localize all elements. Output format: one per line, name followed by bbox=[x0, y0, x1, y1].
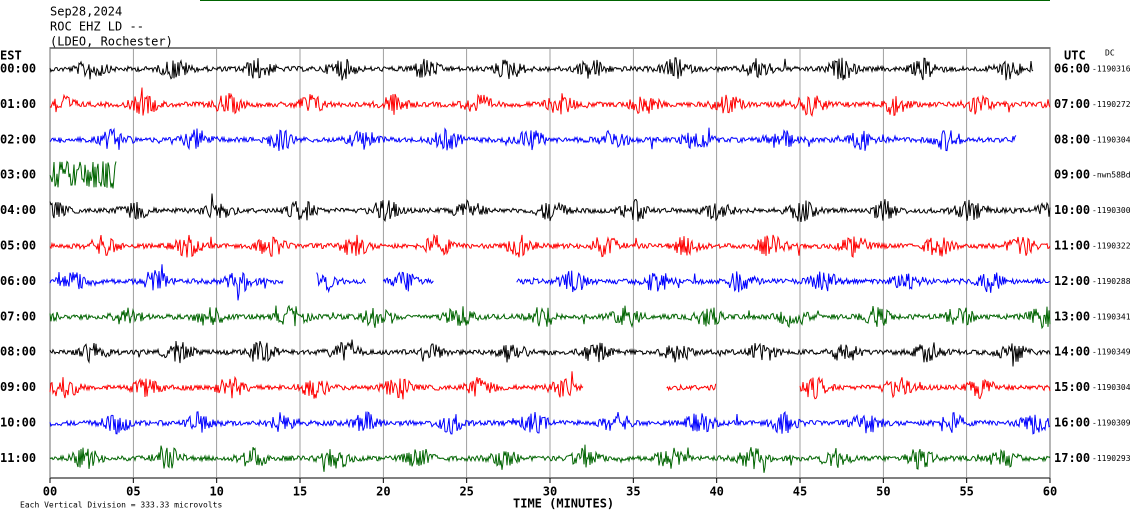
offset-label: -1190304 bbox=[1092, 135, 1130, 144]
right-axis-label: UTC bbox=[1064, 49, 1086, 63]
corner-label: DC bbox=[1105, 49, 1115, 58]
offset-label: -1190309 bbox=[1092, 419, 1130, 428]
trace bbox=[382, 271, 434, 292]
station: ROC EHZ LD -- bbox=[50, 20, 144, 34]
offset-label: -1190316 bbox=[1092, 65, 1130, 74]
est-label: 00:00 bbox=[0, 62, 36, 76]
trace bbox=[516, 270, 1050, 293]
location: (LDEO, Rochester) bbox=[50, 35, 173, 49]
utc-label: 13:00 bbox=[1054, 309, 1090, 323]
offset-label: -1190272 bbox=[1092, 100, 1130, 109]
utc-label: 12:00 bbox=[1054, 274, 1090, 288]
x-tick-label: 40 bbox=[709, 485, 723, 499]
trace bbox=[49, 57, 1034, 81]
x-tick-label: 60 bbox=[1043, 485, 1057, 499]
utc-label: 09:00 bbox=[1054, 168, 1090, 182]
x-tick-label: 20 bbox=[376, 485, 390, 499]
trace bbox=[666, 383, 717, 392]
x-tick-label: 45 bbox=[793, 485, 807, 499]
est-label: 09:00 bbox=[0, 380, 36, 394]
x-axis-label: TIME (MINUTES) bbox=[513, 497, 614, 511]
trace bbox=[49, 371, 584, 400]
est-label: 01:00 bbox=[0, 97, 36, 111]
est-label: 11:00 bbox=[0, 451, 36, 465]
x-tick-label: 15 bbox=[293, 485, 307, 499]
x-tick-label: 10 bbox=[209, 485, 223, 499]
x-tick-label: 05 bbox=[126, 485, 140, 499]
trace bbox=[799, 376, 1051, 400]
est-label: 07:00 bbox=[0, 309, 36, 323]
trace bbox=[316, 272, 367, 294]
offset-label: -1190293 bbox=[1092, 454, 1130, 463]
x-tick-label: 50 bbox=[876, 485, 890, 499]
utc-label: 15:00 bbox=[1054, 380, 1090, 394]
trace bbox=[49, 87, 1051, 117]
chart-title: Sep28,2024 bbox=[50, 5, 122, 19]
trace bbox=[49, 304, 1051, 330]
left-axis-label: EST bbox=[0, 49, 22, 63]
offset-label: -nwn58Bd bbox=[1092, 171, 1130, 180]
trace bbox=[49, 233, 1051, 258]
est-label: 10:00 bbox=[0, 416, 36, 430]
trace bbox=[49, 264, 284, 301]
trace bbox=[49, 193, 1051, 222]
offset-label: -1190322 bbox=[1092, 242, 1130, 251]
utc-label: 14:00 bbox=[1054, 345, 1090, 359]
est-label: 03:00 bbox=[0, 168, 36, 182]
offset-label: -1190349 bbox=[1092, 348, 1130, 357]
utc-label: 07:00 bbox=[1054, 97, 1090, 111]
x-tick-label: 55 bbox=[959, 485, 973, 499]
trace bbox=[49, 410, 1051, 435]
offset-label: -1190341 bbox=[1092, 312, 1130, 321]
trace bbox=[49, 127, 1017, 152]
footnote: Each Vertical Division = 333.33 microvol… bbox=[20, 501, 222, 510]
x-tick-label: 35 bbox=[626, 485, 640, 499]
utc-label: 11:00 bbox=[1054, 239, 1090, 253]
utc-label: 06:00 bbox=[1054, 62, 1090, 76]
utc-label: 08:00 bbox=[1054, 132, 1090, 146]
est-label: 08:00 bbox=[0, 345, 36, 359]
utc-label: 10:00 bbox=[1054, 203, 1090, 217]
utc-label: 17:00 bbox=[1054, 451, 1090, 465]
offset-label: -1190288 bbox=[1092, 277, 1130, 286]
trace bbox=[49, 160, 117, 189]
offset-label: -1190300 bbox=[1092, 206, 1130, 215]
offset-label: -1190304 bbox=[1092, 383, 1130, 392]
est-label: 02:00 bbox=[0, 132, 36, 146]
trace bbox=[49, 339, 1051, 367]
x-tick-label: 30 bbox=[543, 485, 557, 499]
est-label: 04:00 bbox=[0, 203, 36, 217]
trace bbox=[49, 444, 1051, 473]
est-label: 05:00 bbox=[0, 239, 36, 253]
x-tick-label: 00 bbox=[43, 485, 57, 499]
x-tick-label: 25 bbox=[459, 485, 473, 499]
est-label: 06:00 bbox=[0, 274, 36, 288]
utc-label: 16:00 bbox=[1054, 416, 1090, 430]
